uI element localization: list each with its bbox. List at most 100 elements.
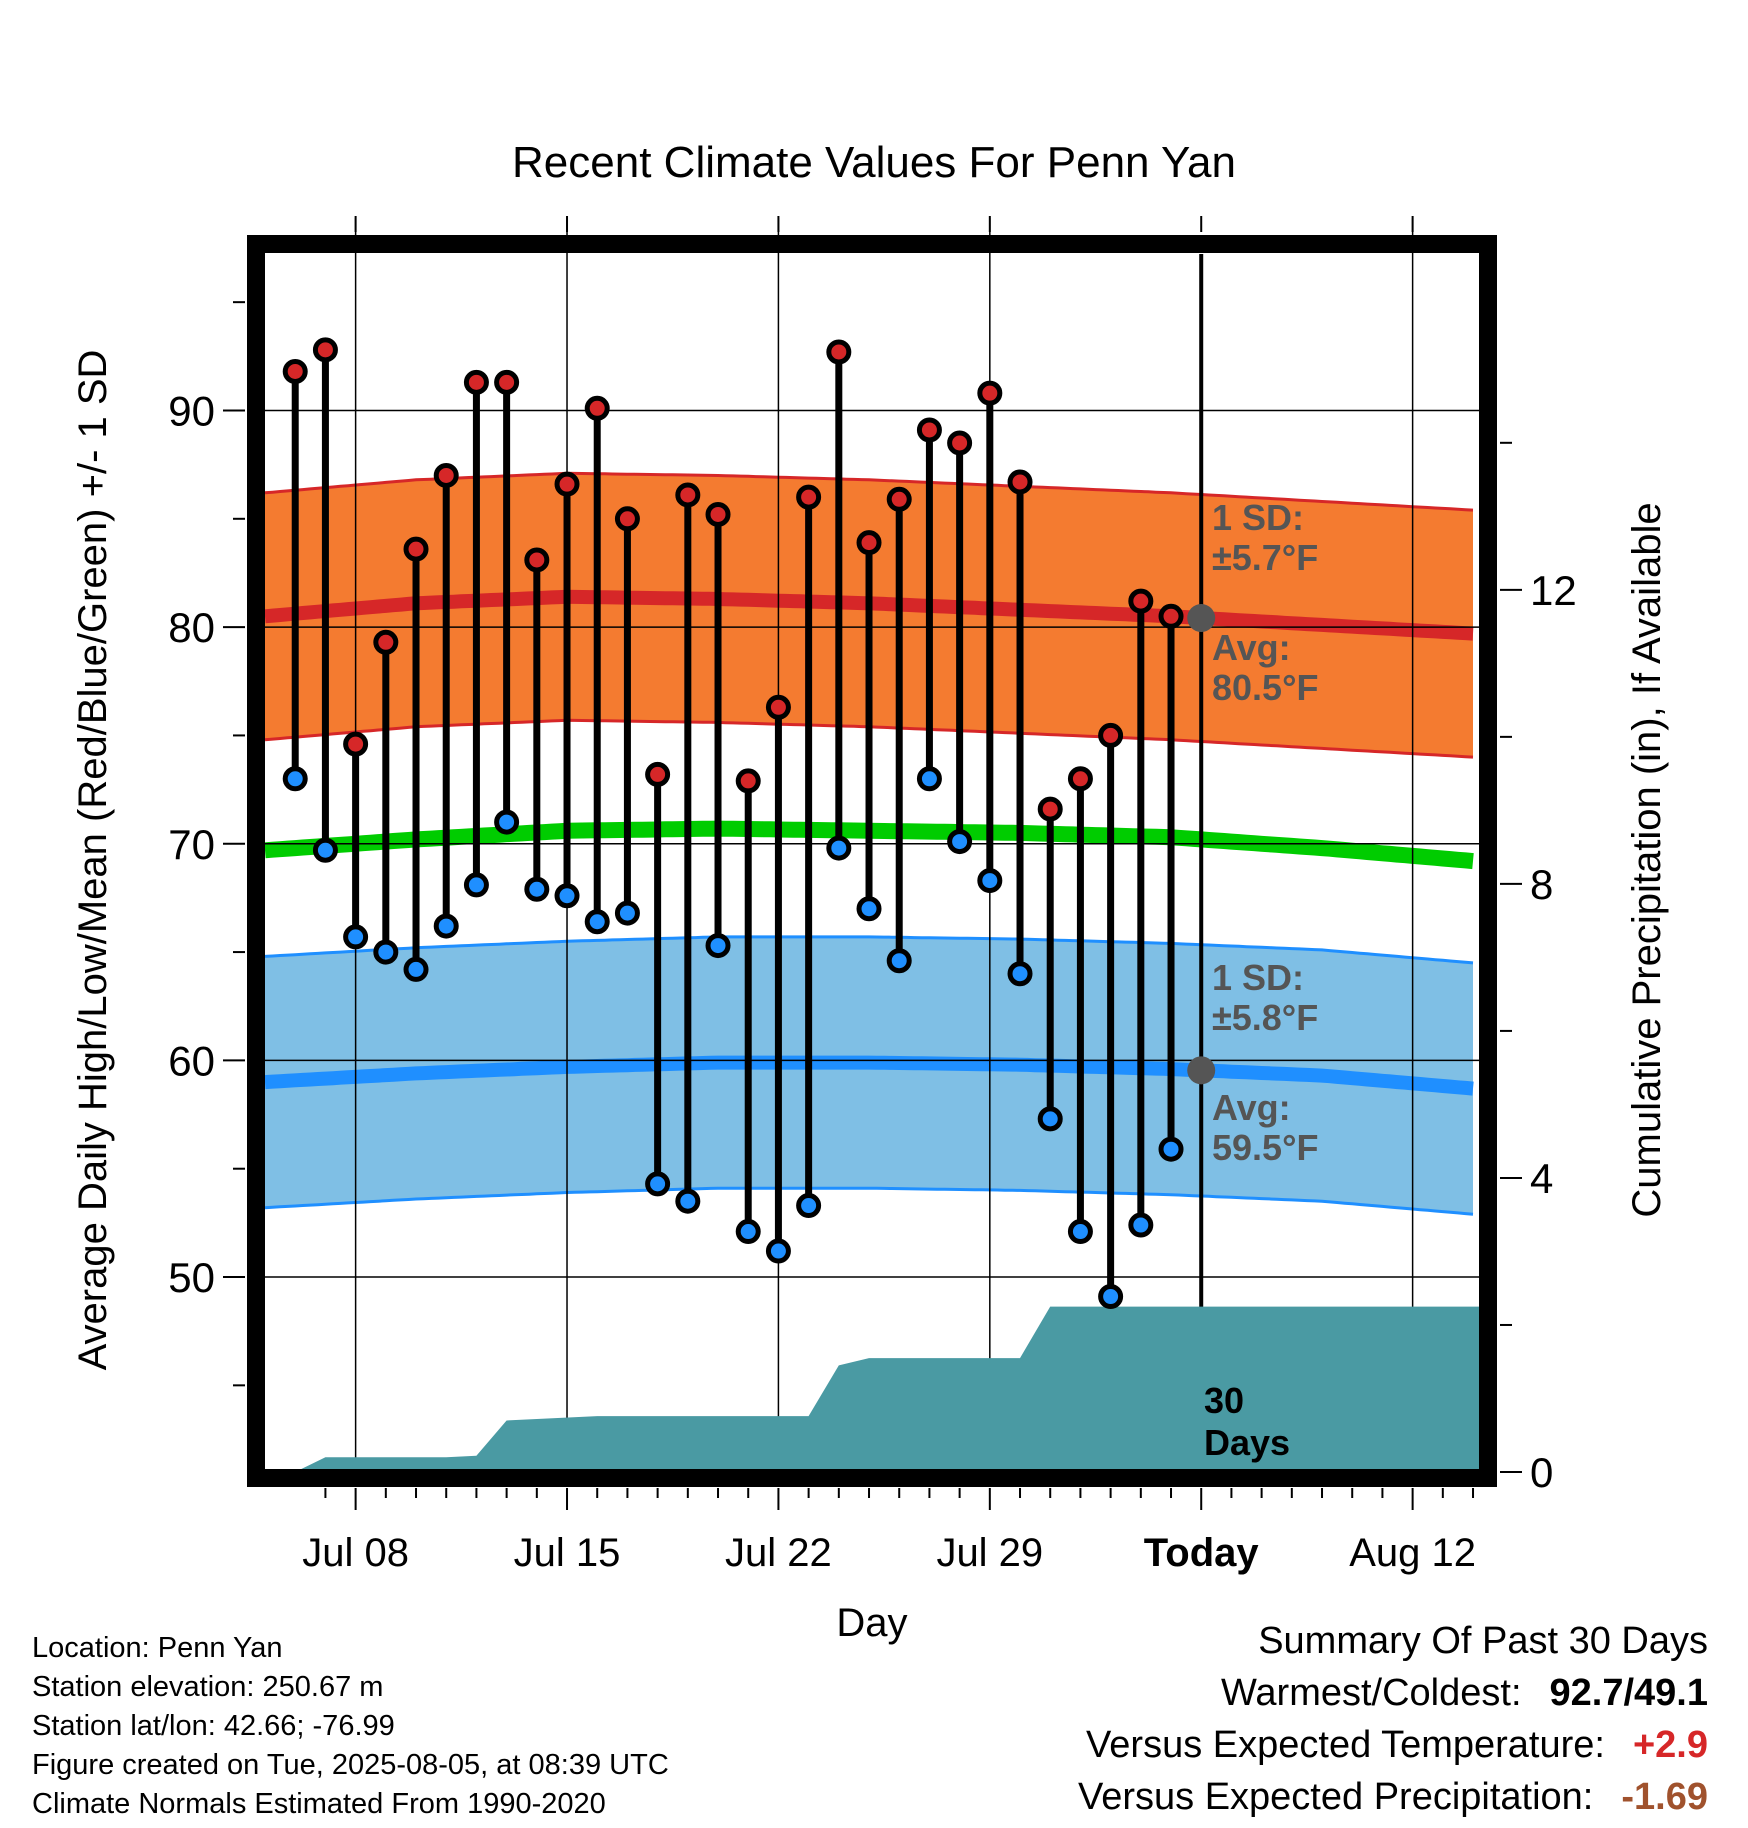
y-tick-label: 70 <box>168 821 215 868</box>
plot-border <box>247 235 1497 1487</box>
y-tick-label: 60 <box>168 1037 215 1084</box>
daily-high-point <box>826 339 852 365</box>
low-avg-value: 59.5°F <box>1212 1127 1319 1168</box>
daily-high-point <box>1098 722 1124 748</box>
y2-axis-title: Cumulative Precipitation (in), If Availa… <box>1625 502 1669 1217</box>
daily-high-point <box>584 395 610 421</box>
daily-low-point <box>584 909 610 935</box>
low-normal-line <box>264 1055 1474 1096</box>
daily-low-point <box>403 956 429 982</box>
daily-high-point <box>1037 796 1063 822</box>
daily-low-point <box>796 1193 822 1219</box>
daily-high-point <box>463 369 489 395</box>
daily-high-point <box>614 506 640 532</box>
daily-low-point <box>1158 1136 1184 1162</box>
x-tick-label: Jul 15 <box>514 1531 621 1575</box>
daily-low-point <box>765 1238 791 1264</box>
summary-heading: Summary Of Past 30 Days <box>1258 1620 1708 1662</box>
daily-low-point <box>343 924 369 950</box>
daily-high-point <box>343 731 369 757</box>
daily-high-point <box>1067 766 1093 792</box>
low-avg-annotation: Avg: 59.5°F <box>1212 1088 1318 1168</box>
daily-low-point <box>1007 961 1033 987</box>
daily-high-point <box>796 484 822 510</box>
precip-period-label: 30 Days <box>1204 1380 1291 1463</box>
daily-high-point <box>1158 603 1184 629</box>
daily-low-point <box>463 872 489 898</box>
warm-cold-value: 92.7/49.1 <box>1549 1672 1708 1714</box>
daily-high-point <box>312 337 338 363</box>
y-axis-title: Average Daily High/Low/Mean (Red/Blue/Gr… <box>71 350 115 1371</box>
daily-high-point <box>433 462 459 488</box>
x-tick-label: Jul 22 <box>725 1531 832 1575</box>
daily-low-point <box>524 876 550 902</box>
axes: 50 60 70 80 90 0 4 8 12 Jul 08 Jul 15 Jul 22 Jul 29 T… <box>71 216 1669 1645</box>
daily-low-point <box>614 900 640 926</box>
summary-precipitation: Versus Expected Precipitation: -1.69 <box>1078 1776 1708 1819</box>
x-axis-title: Day <box>836 1601 907 1645</box>
daily-high-point <box>886 486 912 512</box>
plot-frame <box>247 235 1497 1487</box>
daily-low-point <box>373 939 399 965</box>
low-sd-label: 1 SD: <box>1212 957 1305 998</box>
daily-high-point <box>916 417 942 443</box>
high-sd-value: ±5.7°F <box>1212 537 1319 578</box>
daily-low-point <box>886 948 912 974</box>
summary-temperature: Versus Expected Temperature: +2.9 <box>1086 1724 1708 1767</box>
high-sd-label: 1 SD: <box>1212 497 1305 538</box>
precip-area <box>295 1306 1483 1472</box>
precip-value: -1.69 <box>1621 1776 1708 1818</box>
daily-low-point <box>977 868 1003 894</box>
chart-title: Recent Climate Values For Penn Yan <box>512 138 1236 187</box>
daily-low-point <box>1037 1106 1063 1132</box>
y-tick-label: 80 <box>168 604 215 651</box>
x-tick-label: Jul 29 <box>936 1531 1043 1575</box>
precip-label: Versus Expected Precipitation: <box>1077 1776 1594 1818</box>
low-upper-edge <box>264 935 1474 965</box>
daily-high-point <box>705 501 731 527</box>
x-tick-label: Aug 12 <box>1349 1531 1476 1575</box>
precip-cumulative-area <box>295 1306 1483 1472</box>
daily-high-point <box>282 358 308 384</box>
daily-low-point <box>494 809 520 835</box>
daily-high-point <box>735 768 761 794</box>
daily-low-point <box>916 766 942 792</box>
high-avg-label: Avg: <box>1212 627 1291 668</box>
daily-high-point <box>494 369 520 395</box>
daily-low-point <box>433 913 459 939</box>
high-avg-value: 80.5°F <box>1212 667 1319 708</box>
daily-high-point <box>1007 469 1033 495</box>
daily-low-point <box>826 835 852 861</box>
y2-tick-label: 8 <box>1530 861 1553 908</box>
daily-low-point <box>645 1171 671 1197</box>
warm-cold-label: Warmest/Coldest: <box>1220 1672 1522 1714</box>
low-sd-value: ±5.8°F <box>1212 997 1319 1038</box>
daily-range-stems <box>291 349 1175 1297</box>
y-tick-label: 50 <box>168 1254 215 1301</box>
daily-high-point <box>554 471 580 497</box>
daily-low-point <box>1098 1284 1124 1310</box>
station-elevation: Station elevation: 250.67 m <box>32 1671 384 1703</box>
daily-low-point <box>856 896 882 922</box>
daily-high-point <box>645 761 671 787</box>
daily-high-point <box>856 530 882 556</box>
y2-tick-label: 12 <box>1530 567 1577 614</box>
high-sd-annotation: 1 SD: ±5.7°F <box>1212 498 1318 578</box>
y2-tick-label: 4 <box>1530 1155 1553 1202</box>
temp-value: +2.9 <box>1632 1724 1708 1766</box>
low-sd-annotation: 1 SD: ±5.8°F <box>1212 958 1318 1038</box>
daily-high-point <box>524 547 550 573</box>
y-tick-label: 90 <box>168 387 215 434</box>
daily-high-point <box>403 536 429 562</box>
high-upper-edge <box>264 471 1474 512</box>
daily-low-point <box>1067 1219 1093 1245</box>
today-low-normal-marker <box>1187 1056 1216 1085</box>
high-avg-annotation: Avg: 80.5°F <box>1212 628 1318 708</box>
daily-points <box>282 337 1216 1310</box>
low-lower-edge <box>264 1186 1474 1216</box>
daily-low-point <box>312 837 338 863</box>
summary-warm-cold: Warmest/Coldest: 92.7/49.1 <box>1221 1672 1708 1715</box>
daily-high-point <box>977 380 1003 406</box>
low-avg-label: Avg: <box>1212 1087 1291 1128</box>
